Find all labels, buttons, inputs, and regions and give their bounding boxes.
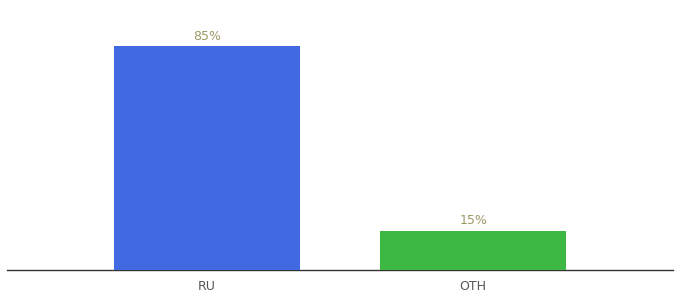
Bar: [114, 46, 300, 270]
Bar: [380, 231, 566, 270]
Text: 15%: 15%: [459, 214, 487, 227]
Text: 85%: 85%: [192, 29, 221, 43]
